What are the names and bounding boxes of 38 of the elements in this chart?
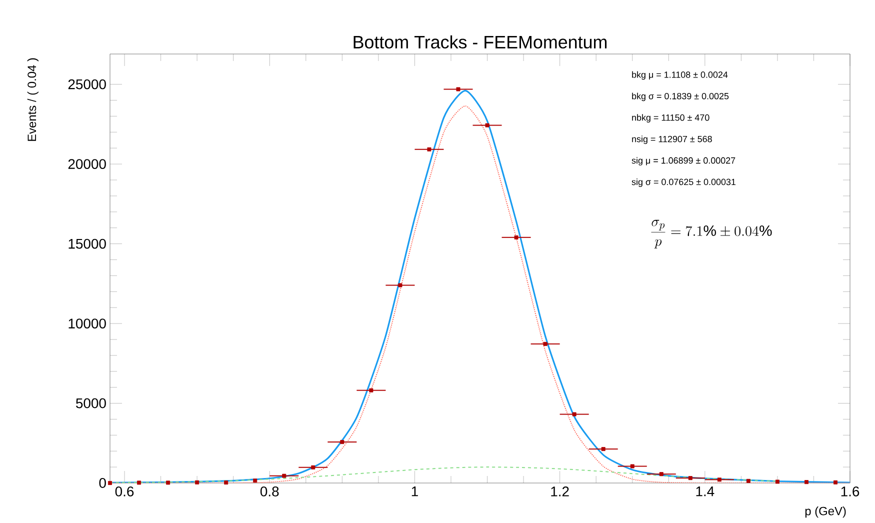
- y-tick-label: 15000: [68, 238, 106, 249]
- y-tick-label: 25000: [68, 79, 106, 90]
- annotation: sig μ = 1.06899 ± 0.00027: [632, 157, 736, 166]
- point: [340, 440, 344, 444]
- chart-title: Bottom Tracks - FEEMomentum: [354, 35, 607, 48]
- point: [572, 412, 576, 416]
- y-axis-title: Events / ( 0.04 ): [27, 58, 38, 141]
- point: [630, 464, 634, 468]
- annotation: sig σ = 0.07625 ± 0.00031: [632, 178, 736, 187]
- point: [717, 478, 722, 482]
- annotation: nsig = 112907 ± 568: [632, 136, 712, 144]
- x-tick-label: 1.4: [696, 486, 714, 496]
- annotation: nbkg = 11150 ± 470: [632, 114, 710, 123]
- point: [369, 388, 374, 392]
- y-tick-label: 10000: [68, 318, 106, 328]
- point: [514, 235, 518, 240]
- point: [282, 474, 286, 478]
- point: [311, 465, 316, 470]
- x-tick-label: 1.2: [551, 486, 569, 496]
- x-axis-title: p (GeV): [805, 506, 846, 518]
- point: [398, 283, 402, 288]
- x-tick-label: 0.8: [260, 486, 279, 496]
- point: [659, 472, 664, 476]
- point: [601, 447, 606, 452]
- annotation: bkg σ = 0.1839 ± 0.0025: [632, 92, 729, 102]
- point: [543, 342, 548, 346]
- x-tick-label: 0.6: [115, 486, 134, 496]
- point: [456, 87, 460, 92]
- annotation: $\frac{\sigma_{p}}{p} = 7.1\% \pm 0.04\%$: [651, 220, 772, 248]
- point: [485, 123, 490, 128]
- x-tick-label: 1.6: [841, 486, 860, 496]
- y-tick-label: 0: [99, 478, 106, 488]
- y-tick-label: 20000: [68, 159, 106, 169]
- point: [427, 147, 432, 152]
- point: [688, 476, 692, 480]
- x-tick-label: 1: [412, 486, 418, 496]
- annotation: bkg μ = 1.1108 ± 0.0024: [632, 71, 728, 80]
- y-tick-label: 5000: [76, 398, 106, 408]
